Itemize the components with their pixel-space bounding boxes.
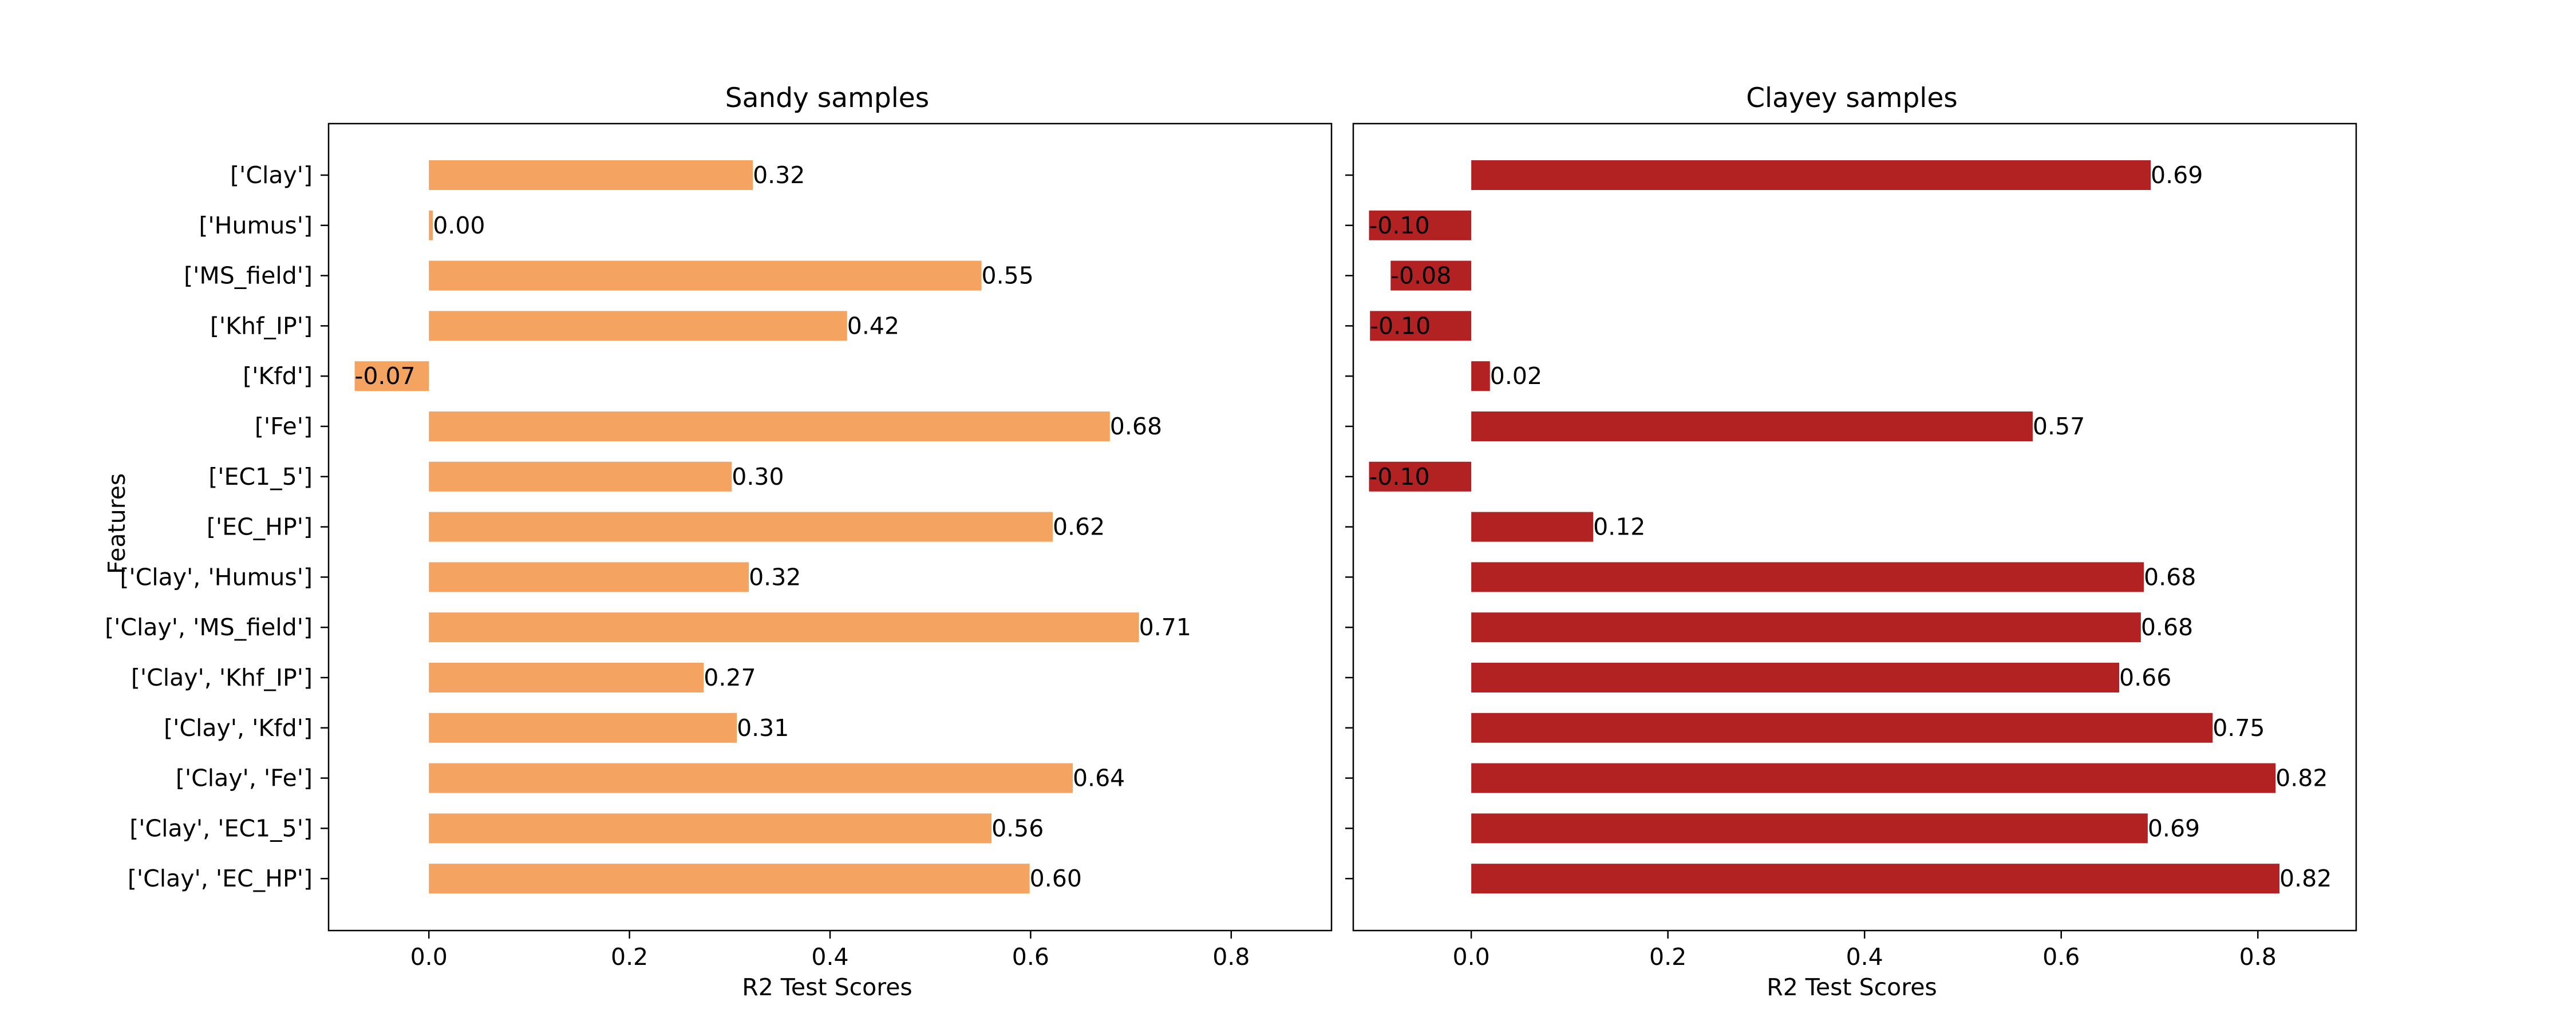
x-tick-label: 0.0 <box>410 943 448 971</box>
value-label: 0.82 <box>2279 865 2332 892</box>
value-label: 0.69 <box>2151 161 2203 189</box>
bar <box>1471 864 2280 894</box>
x-tick-label: 0.6 <box>1012 943 1049 971</box>
y-tick-label: ['Clay', 'Humus'] <box>120 563 313 591</box>
bar <box>429 612 1139 643</box>
panel-title: Sandy samples <box>725 82 929 114</box>
bar <box>1471 361 1490 391</box>
value-label: 0.12 <box>1593 513 1645 541</box>
y-tick-label: ['EC1_5'] <box>208 463 313 490</box>
bar <box>429 713 737 743</box>
value-label: 0.71 <box>1139 614 1191 641</box>
y-tick-label: ['Clay', 'Khf_IP'] <box>131 664 313 691</box>
x-tick-label: 0.2 <box>1649 943 1686 971</box>
x-axis-label: R2 Test Scores <box>742 973 912 1001</box>
bar <box>1471 160 2151 190</box>
value-label: 0.64 <box>1073 765 1125 792</box>
y-axis-label: Features <box>103 473 131 574</box>
value-label: 0.68 <box>2141 614 2193 641</box>
bar <box>429 160 753 190</box>
y-tick-label: ['Fe'] <box>255 413 313 440</box>
bar <box>1471 612 2141 643</box>
bar <box>354 361 429 391</box>
value-label: -0.10 <box>1369 463 1429 490</box>
value-label: 0.31 <box>737 714 789 742</box>
y-tick-label: ['Clay', 'Kfd'] <box>164 714 313 742</box>
y-tick-label: ['EC_HP'] <box>207 513 313 541</box>
value-label: 0.00 <box>433 212 485 239</box>
sandy-samples-panel: Sandy samples R2 Test Scores Features 0.… <box>103 82 1333 1001</box>
value-label: -0.07 <box>355 362 416 390</box>
value-label: -0.10 <box>1369 212 1429 239</box>
value-label: 0.75 <box>2212 714 2265 742</box>
bar <box>429 311 847 341</box>
bar <box>1471 713 2213 743</box>
x-tick-label: 0.8 <box>2239 943 2277 971</box>
bar <box>429 663 704 692</box>
y-tick-label: ['MS_field'] <box>184 262 313 290</box>
bar <box>1471 813 2148 844</box>
bar <box>1471 663 2120 692</box>
x-tick-label: 0.0 <box>1453 943 1490 971</box>
bar <box>1471 562 2144 592</box>
value-label: 0.68 <box>1110 413 1162 440</box>
bar <box>429 813 992 844</box>
y-tick-label: ['Clay'] <box>230 161 313 189</box>
clayey-samples-panel: Clayey samples R2 Test Scores 0.69 -0.10 -… <box>1345 82 2357 1001</box>
value-label: -0.08 <box>1390 262 1451 290</box>
x-tick-label: 0.4 <box>811 943 848 971</box>
bar <box>429 260 982 291</box>
value-label: 0.27 <box>704 664 756 691</box>
x-tick-label: 0.8 <box>1212 943 1250 971</box>
bar <box>429 512 1053 542</box>
y-tick-label: ['Clay', 'EC1_5'] <box>129 814 313 842</box>
value-label: 0.62 <box>1053 513 1105 541</box>
value-label: 0.32 <box>753 161 805 189</box>
value-label: 0.32 <box>749 563 801 591</box>
value-label: 0.42 <box>847 312 899 339</box>
bar <box>1471 512 1594 542</box>
y-tick-label: ['Clay', 'EC_HP'] <box>128 865 313 892</box>
value-label: 0.02 <box>1490 362 1542 390</box>
axes-frame <box>327 122 1333 932</box>
y-tick-label: ['Humus'] <box>199 212 313 239</box>
value-label: 0.60 <box>1030 865 1082 892</box>
panel-title: Clayey samples <box>1746 82 1958 114</box>
y-tick-label: ['Khf_IP'] <box>210 312 313 339</box>
value-label: 0.68 <box>2144 563 2196 591</box>
bar <box>429 411 1110 441</box>
axes-frame <box>1352 122 2357 932</box>
bar <box>429 562 749 592</box>
bar <box>1390 260 1472 291</box>
bar <box>1370 311 1472 341</box>
bar <box>1471 411 2033 441</box>
bar <box>429 461 732 492</box>
bar <box>1369 210 1472 240</box>
value-label: 0.66 <box>2119 664 2171 691</box>
x-tick-label: 0.2 <box>611 943 648 971</box>
bar <box>429 864 1030 894</box>
value-label: -0.10 <box>1370 312 1431 339</box>
value-label: 0.55 <box>982 262 1034 290</box>
bar <box>429 763 1073 793</box>
y-tick-label: ['Clay', 'Fe'] <box>176 765 313 792</box>
y-tick-label: ['Kfd'] <box>243 362 313 390</box>
value-label: 0.82 <box>2275 765 2328 792</box>
x-axis-label: R2 Test Scores <box>1767 973 1937 1001</box>
bar <box>1471 763 2276 793</box>
bar <box>429 210 433 240</box>
x-tick-label: 0.4 <box>1846 943 1883 971</box>
value-label: 0.30 <box>732 463 784 490</box>
y-tick-label: ['Clay', 'MS_field'] <box>105 614 313 641</box>
x-tick-label: 0.6 <box>2042 943 2080 971</box>
bar <box>1369 461 1472 492</box>
value-label: 0.56 <box>991 814 1044 842</box>
value-label: 0.57 <box>2033 413 2085 440</box>
value-label: 0.69 <box>2148 814 2200 842</box>
